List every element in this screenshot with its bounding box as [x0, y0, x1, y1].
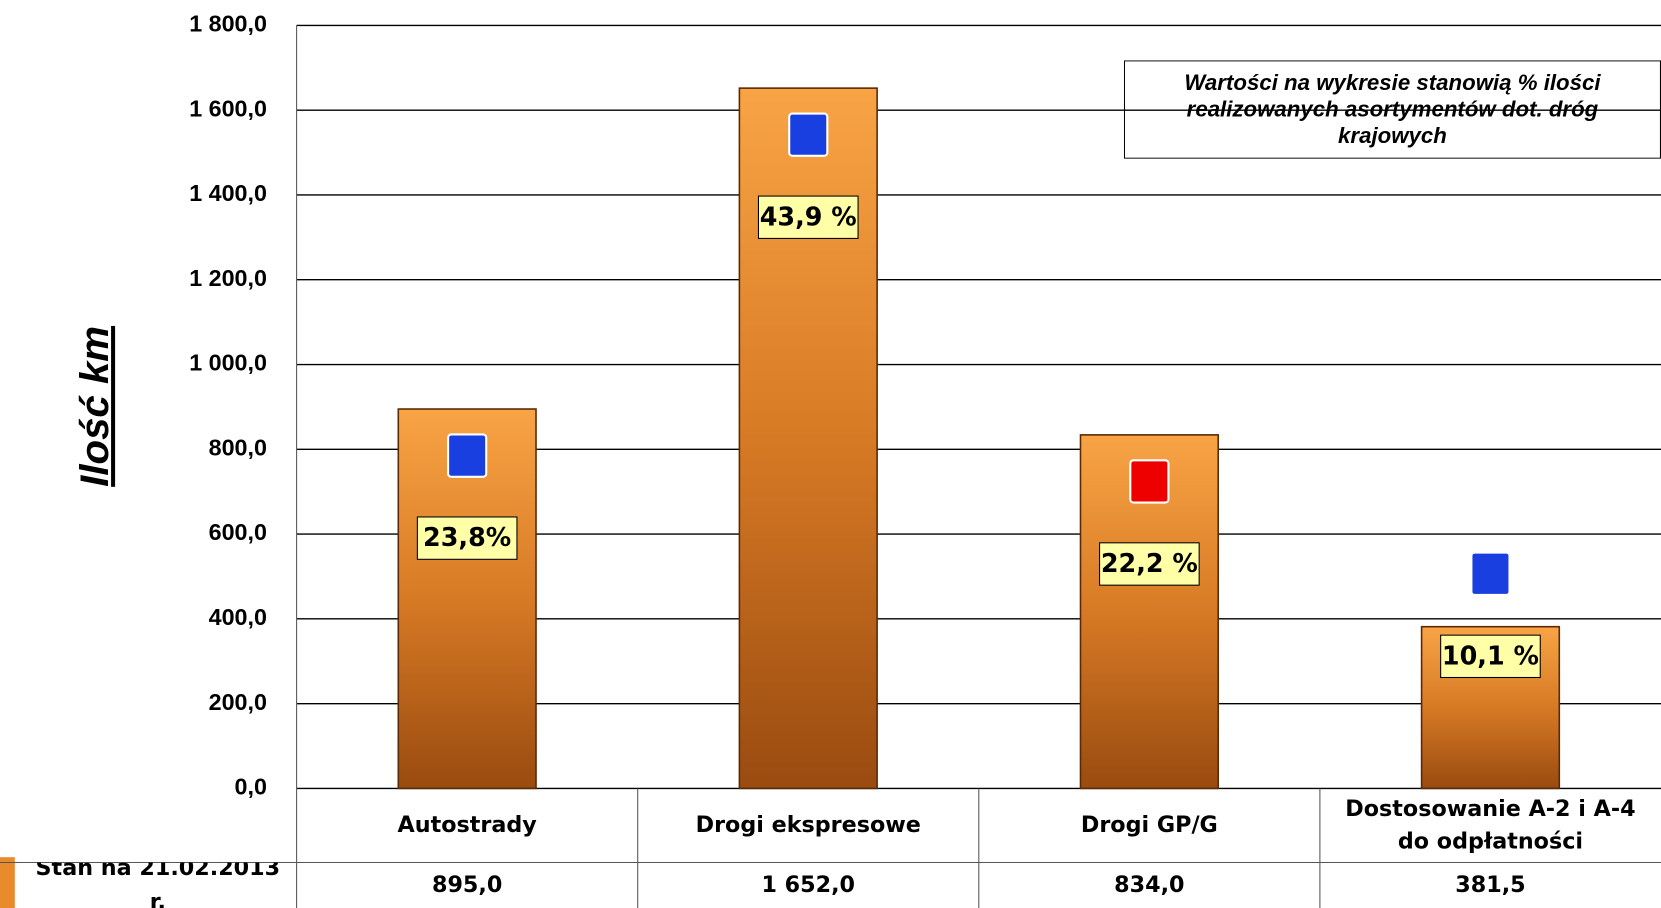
percent-label: 43,9 % — [760, 201, 857, 231]
percent-label-box — [1440, 634, 1541, 679]
y-tick-label: 400,0 — [209, 604, 267, 630]
bar — [738, 87, 878, 790]
y-tick-label: 1 000,0 — [189, 350, 267, 376]
x-tick-label: Drogi ekspresowe — [695, 811, 921, 838]
value-label-cell: 1 652,0 — [761, 871, 856, 898]
percent-label-box — [1099, 542, 1200, 586]
percent-label-box — [757, 195, 859, 239]
x-tick-label: Autostrady — [397, 811, 537, 838]
y-tick-label: 1 400,0 — [189, 180, 267, 206]
percent-label: 22,2 % — [1101, 548, 1198, 578]
percent-label-box — [416, 516, 518, 560]
x-tick-label: Dostosowanie A-2 i A-4 do odpłatności — [1345, 795, 1636, 855]
y-tick-label: 0,0 — [235, 774, 267, 800]
legend-entry-cell: Stan na 21.02.2013 r. — [35, 862, 281, 908]
value-label-cell: 834,0 — [1114, 871, 1185, 898]
road-icon — [447, 433, 488, 478]
value-label: 381,5 — [1455, 871, 1526, 898]
x-tick-label-cell: Drogi GP/G — [1080, 811, 1218, 838]
corner-accent — [0, 857, 15, 908]
x-tick-label-cell: Dostosowanie A-2 i A-4 do odpłatności — [1345, 795, 1636, 855]
value-label: 834,0 — [1114, 871, 1185, 898]
percent-label: 10,1 % — [1442, 640, 1539, 670]
value-label: 895,0 — [431, 871, 503, 898]
y-tick-label: 1 200,0 — [189, 265, 267, 291]
value-label-cell: 895,0 — [431, 871, 503, 898]
y-tick-label: 200,0 — [209, 689, 267, 715]
y-tick-label: 800,0 — [209, 434, 267, 460]
x-tick-label-cell: Drogi ekspresowe — [695, 811, 921, 838]
y-tick-label: 1 800,0 — [189, 11, 267, 37]
legend-entry: Stan na 21.02.2013 r. — [35, 862, 281, 908]
y-tick-label: 1 600,0 — [189, 95, 267, 121]
x-tick-label: Drogi GP/G — [1080, 811, 1218, 838]
value-label: 1 652,0 — [761, 871, 856, 898]
y-axis-label: Ilość km — [72, 326, 117, 487]
road-icon — [788, 112, 829, 157]
road-icon — [1470, 551, 1511, 597]
y-tick-label: 600,0 — [209, 519, 267, 545]
x-tick-label-cell: Autostrady — [397, 811, 537, 838]
road-icon — [1129, 459, 1170, 504]
percent-label: 23,8% — [423, 522, 511, 552]
value-label-cell: 381,5 — [1455, 871, 1526, 898]
